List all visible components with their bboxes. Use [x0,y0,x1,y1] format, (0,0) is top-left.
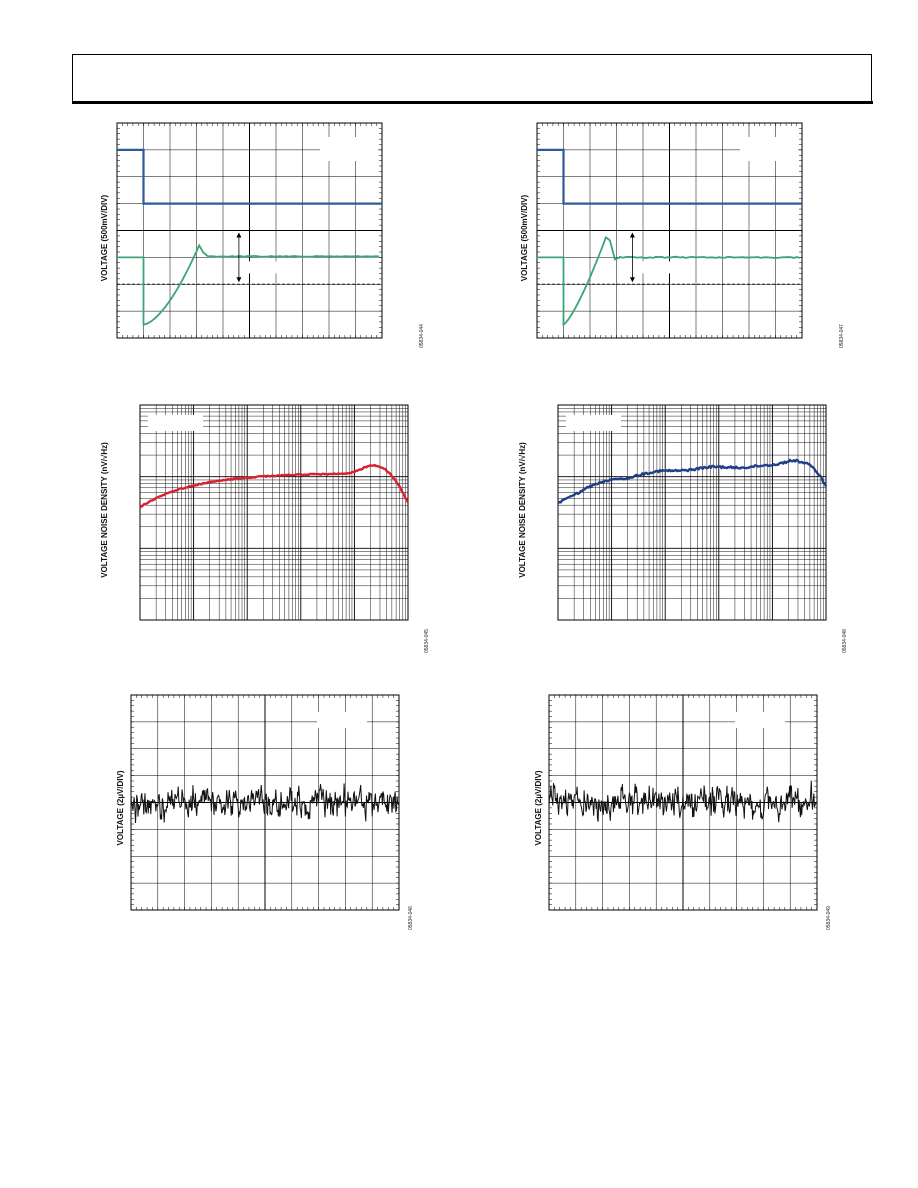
y-axis-label: VOLTAGE NOISE DENSITY (nV/√Hz) [518,442,527,578]
annotation-box [246,261,302,274]
axis-minor-ticks [116,122,383,339]
axis-minor-ticks [548,694,818,911]
plot-frame [557,404,827,621]
figure-code: 05834-047 [839,324,845,348]
y-axis-label: VOLTAGE (500mV/DIV) [520,194,529,281]
axis-minor-ticks [130,694,400,911]
input-step-trace [117,148,382,205]
noise-trace [130,783,400,824]
input-step-trace [537,148,802,205]
figure-code: 05834-045 [424,629,430,653]
legend-box [317,712,367,728]
plot-area [536,122,803,339]
noise-density-trace [139,463,410,509]
noise-density-chart-right: VOLTAGE NOISE DENSITY (nV/√Hz) 05834-048 [518,404,848,653]
noise-time-chart-right: VOLTAGE (2µV/DIV) 05834-049 [534,694,832,930]
arrow-head [629,277,635,283]
transient-chart-left: VOLTAGE (500mV/DIV) 05834-044 [100,122,425,348]
noise-trace [548,780,818,823]
plot-area [130,694,400,911]
page-header-rule [72,101,873,104]
plot-frame [139,404,409,621]
plot-area [116,122,383,339]
figure-code: 05834-046 [408,906,414,930]
arrow-head [629,232,635,238]
plot-area [548,694,818,911]
legend-box [735,712,785,728]
y-axis-label: VOLTAGE (2µV/DIV) [116,770,125,845]
y-axis-label: VOLTAGE NOISE DENSITY (nV/√Hz) [100,442,109,578]
page-header-box [72,54,872,102]
y-axis-label: VOLTAGE (2µV/DIV) [534,770,543,845]
arrow-head [236,232,242,238]
legend-box [320,137,378,161]
y-axis-label: VOLTAGE (500mV/DIV) [100,194,109,281]
annotation-box [640,261,696,274]
arrow-head [236,277,242,283]
legend-box [740,137,798,161]
output-response-trace [117,243,380,326]
noise-time-chart-left: VOLTAGE (2µV/DIV) 05834-046 [116,694,414,930]
output-response-trace [537,235,801,327]
figure-code: 05834-049 [826,906,832,930]
legend-box [148,415,203,431]
legend-box [566,415,621,431]
noise-density-trace [557,458,828,504]
plot-area [557,404,828,621]
plot-area [139,404,410,621]
transient-chart-right: VOLTAGE (500mV/DIV) 05834-047 [520,122,845,348]
figure-code: 05834-048 [842,629,848,653]
figure-code: 05834-044 [419,324,425,348]
noise-density-chart-left: VOLTAGE NOISE DENSITY (nV/√Hz) 05834-045 [100,404,430,653]
